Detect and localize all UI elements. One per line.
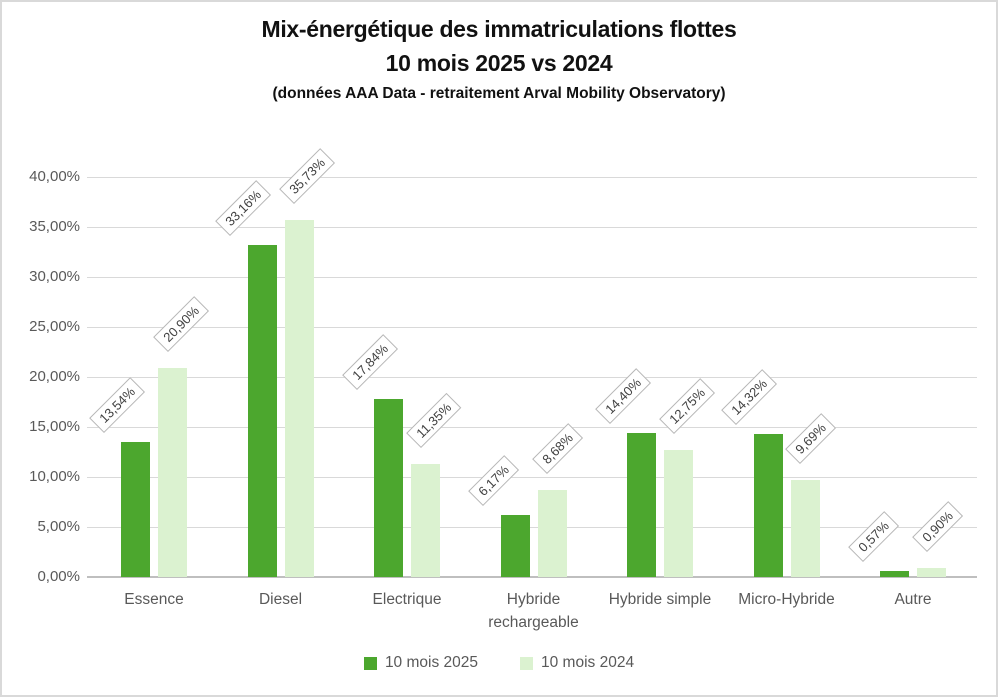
- bar-2025-0: [121, 441, 150, 577]
- y-axis-tick-label: 40,00%: [29, 168, 80, 185]
- data-label: 6,17%: [468, 455, 519, 507]
- chart-source-note: (données AAA Data - retraitement Arval M…: [272, 85, 726, 102]
- data-label: 0,57%: [847, 511, 899, 563]
- bar-2025-5: [753, 433, 783, 577]
- chart-legend: 10 mois 2025 10 mois 2024: [2, 654, 996, 672]
- chart-title-block: Mix-énergétique des immatriculations flo…: [2, 12, 996, 106]
- gridline: [87, 477, 977, 478]
- y-axis-tick-label: 20,00%: [29, 368, 80, 385]
- chart-subtitle: 10 mois 2025 vs 2024: [385, 50, 613, 76]
- gridline: [87, 327, 977, 328]
- gridline: [87, 277, 977, 278]
- y-axis-tick-label: 10,00%: [29, 468, 80, 485]
- data-label: 20,90%: [152, 296, 209, 352]
- legend-item-2024: 10 mois 2024: [520, 654, 634, 672]
- bar-2025-4: [627, 433, 656, 577]
- bar-2024-6: [917, 568, 946, 577]
- x-axis-category-label: Micro-Hybride: [738, 591, 835, 608]
- legend-label: 10 mois 2024: [541, 654, 635, 671]
- gridline: [87, 427, 977, 428]
- data-label: 33,16%: [215, 180, 272, 237]
- data-label: 8,68%: [532, 423, 583, 475]
- data-label: 9,69%: [785, 413, 836, 465]
- bar-2025-6: [880, 571, 909, 577]
- legend-item-2025: 10 mois 2025: [363, 654, 478, 672]
- y-axis-tick-label: 15,00%: [29, 418, 80, 435]
- bar-2025-2: [374, 398, 403, 577]
- y-axis-tick-label: 35,00%: [29, 218, 80, 235]
- bar-2024-4: [664, 449, 693, 577]
- data-label: 13,54%: [88, 376, 145, 433]
- x-axis-category-label: Hybride rechargeable: [488, 591, 579, 631]
- bar-2025-3: [500, 515, 530, 577]
- chart-title: Mix-énergétique des immatriculations flo…: [261, 16, 737, 42]
- data-label: 12,75%: [658, 377, 715, 434]
- x-axis-line: [87, 576, 977, 578]
- legend-label: 10 mois 2025: [384, 654, 478, 671]
- y-axis-tick-label: 25,00%: [29, 318, 80, 335]
- gridline: [87, 377, 977, 378]
- bar-2024-1: [284, 219, 314, 577]
- x-axis-category-label: Diesel: [258, 591, 303, 608]
- legend-marker-icon: [363, 656, 377, 670]
- legend-marker-icon: [520, 656, 533, 670]
- bar-2024-2: [411, 463, 440, 577]
- data-label: 17,84%: [341, 333, 398, 390]
- gridline: [87, 227, 977, 228]
- y-axis-tick-label: 0,00%: [37, 568, 80, 585]
- x-axis-category-label: Autre: [894, 591, 932, 608]
- bar-2025-1: [247, 245, 277, 577]
- gridline: [87, 177, 977, 178]
- y-axis-tick-label: 30,00%: [29, 268, 80, 285]
- bar-2024-0: [158, 368, 187, 577]
- bar-2024-3: [537, 490, 567, 577]
- y-axis-tick-label: 5,00%: [37, 518, 80, 535]
- data-label: 35,73%: [279, 147, 336, 204]
- x-axis-category-label: Essence: [124, 591, 184, 608]
- x-axis-category-label: Electrique: [372, 591, 442, 608]
- data-label: 11,35%: [405, 392, 461, 448]
- bar-2024-5: [790, 480, 820, 577]
- gridline: [87, 527, 977, 528]
- x-axis-category-label: Hybride simple: [608, 591, 712, 608]
